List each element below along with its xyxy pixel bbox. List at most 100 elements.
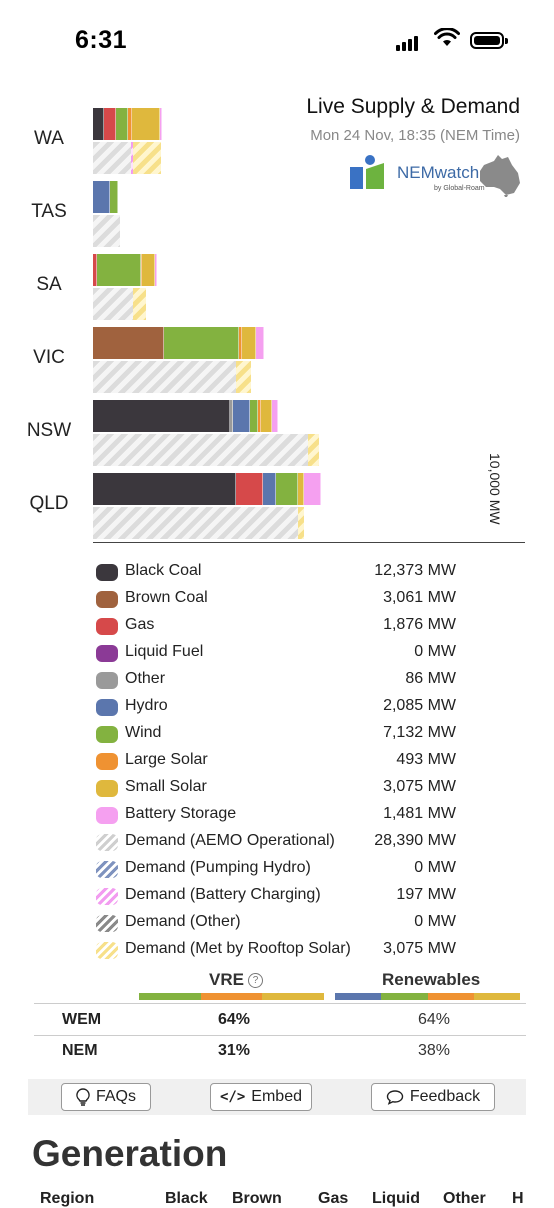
toolbar: FAQs </> Embed Feedback <box>28 1079 526 1115</box>
supply-demand-chart: 10,000 MW WA TAS SA VIC NSW QLD <box>0 95 554 545</box>
supply-segment-small-solar[interactable] <box>298 473 305 505</box>
legend-item-demand-battery-charging[interactable]: Demand (Battery Charging) 197 MW <box>96 884 496 911</box>
legend-item-liquid-fuel[interactable]: Liquid Fuel 0 MW <box>96 641 496 668</box>
demand-segment-demand-rooftop[interactable] <box>298 507 305 539</box>
legend-item-demand-pumping-hydro[interactable]: Demand (Pumping Hydro) 0 MW <box>96 857 496 884</box>
supply-segment-black-coal[interactable] <box>93 473 236 505</box>
faqs-button[interactable]: FAQs <box>61 1083 151 1111</box>
supply-segment-battery[interactable] <box>256 327 265 359</box>
supply-segment-brown-coal[interactable] <box>93 327 165 359</box>
legend-label: Brown Coal <box>125 589 208 606</box>
supply-segment-gas[interactable] <box>235 473 264 505</box>
legend-value: 28,390 MW <box>374 832 456 849</box>
supply-segment-wind[interactable] <box>164 327 239 359</box>
supply-segment-small-solar[interactable] <box>131 108 160 140</box>
legend-item-black-coal[interactable]: Black Coal 12,373 MW <box>96 560 496 587</box>
supply-segment-gas[interactable] <box>103 108 116 140</box>
supply-segment-large-solar[interactable] <box>140 254 143 286</box>
demand-bar-wa[interactable] <box>93 142 162 174</box>
supply-segment-hydro[interactable] <box>232 400 250 432</box>
supply-segment-other[interactable] <box>230 400 233 432</box>
supply-segment-wind[interactable] <box>97 254 141 286</box>
demand-bar-vic[interactable] <box>93 361 252 393</box>
legend-label: Demand (AEMO Operational) <box>125 832 335 849</box>
legend-item-demand-other[interactable]: Demand (Other) 0 MW <box>96 911 496 938</box>
demand-segment-demand-operational[interactable] <box>93 288 133 320</box>
demand-bar-tas[interactable] <box>93 215 121 247</box>
wifi-icon <box>434 28 460 46</box>
embed-button[interactable]: </> Embed <box>210 1083 312 1111</box>
demand-segment-demand-rooftop[interactable] <box>133 142 162 174</box>
supply-segment-wind[interactable] <box>276 473 299 505</box>
legend-item-hydro[interactable]: Hydro 2,085 MW <box>96 695 496 722</box>
supply-segment-battery[interactable] <box>155 254 157 286</box>
demand-segment-demand-operational[interactable] <box>93 507 299 539</box>
legend-item-brown-coal[interactable]: Brown Coal 3,061 MW <box>96 587 496 614</box>
demand-segment-demand-rooftop[interactable] <box>236 361 252 393</box>
supply-bar-qld[interactable] <box>93 473 322 505</box>
legend-item-battery-storage[interactable]: Battery Storage 1,481 MW <box>96 803 496 830</box>
demand-segment-demand-operational[interactable] <box>93 434 308 466</box>
legend-label: Black Coal <box>125 562 202 579</box>
gen-col-region[interactable]: Region <box>40 1190 95 1207</box>
supply-segment-wind[interactable] <box>110 181 119 213</box>
supply-segment-black-coal[interactable] <box>93 108 104 140</box>
nemwatch-logo[interactable]: NEMwatch by Global-Roam <box>350 155 520 201</box>
gen-col-other[interactable]: Other <box>443 1190 486 1207</box>
supply-bar-tas[interactable] <box>93 181 119 213</box>
supply-bar-nsw[interactable] <box>93 400 278 432</box>
supply-bar-wa[interactable] <box>93 108 163 140</box>
supply-segment-hydro[interactable] <box>263 473 277 505</box>
vre-header[interactable]: VRE? <box>209 970 263 990</box>
legend-swatch <box>96 726 118 743</box>
demand-bar-nsw[interactable] <box>93 434 319 466</box>
supply-bar-sa[interactable] <box>93 254 157 286</box>
legend-item-small-solar[interactable]: Small Solar 3,075 MW <box>96 776 496 803</box>
legend-label: Demand (Other) <box>125 913 241 930</box>
scale-label: 10,000 MW <box>487 453 503 525</box>
demand-segment-demand-operational[interactable] <box>93 361 237 393</box>
demand-segment-demand-battery-charging[interactable] <box>131 142 134 174</box>
feedback-button[interactable]: Feedback <box>371 1083 495 1111</box>
supply-segment-wind[interactable] <box>115 108 128 140</box>
gen-col-black[interactable]: Black <box>165 1190 208 1207</box>
supply-segment-small-solar[interactable] <box>261 400 272 432</box>
demand-bar-qld[interactable] <box>93 507 305 539</box>
legend-swatch <box>96 861 118 878</box>
legend-item-demand-rooftop-solar[interactable]: Demand (Met by Rooftop Solar) 3,075 MW <box>96 938 496 965</box>
legend-item-other[interactable]: Other 86 MW <box>96 668 496 695</box>
legend-item-wind[interactable]: Wind 7,132 MW <box>96 722 496 749</box>
supply-segment-black-coal[interactable] <box>93 400 231 432</box>
supply-segment-battery[interactable] <box>304 473 322 505</box>
gen-col-gas[interactable]: Gas <box>318 1190 349 1207</box>
demand-segment-demand-operational[interactable] <box>93 142 132 174</box>
supply-segment-small-solar[interactable] <box>241 327 257 359</box>
supply-segment-large-solar[interactable] <box>258 400 261 432</box>
gen-col-hydro[interactable]: H <box>512 1190 524 1207</box>
demand-segment-demand-rooftop[interactable] <box>132 288 146 320</box>
supply-segment-gas[interactable] <box>93 254 98 286</box>
status-time: 6:31 <box>75 26 128 54</box>
legend-label: Small Solar <box>125 778 207 795</box>
supply-segment-battery[interactable] <box>271 400 278 432</box>
legend-label: Large Solar <box>125 751 208 768</box>
info-icon[interactable]: ? <box>247 973 263 988</box>
supply-segment-battery[interactable] <box>159 108 163 140</box>
supply-segment-small-solar[interactable] <box>142 254 156 286</box>
legend-value: 3,075 MW <box>383 778 456 795</box>
demand-segment-demand-operational[interactable] <box>93 215 121 247</box>
supply-segment-wind[interactable] <box>249 400 259 432</box>
supply-bar-vic[interactable] <box>93 327 265 359</box>
demand-segment-demand-rooftop[interactable] <box>307 434 319 466</box>
demand-bar-sa[interactable] <box>93 288 146 320</box>
supply-segment-hydro[interactable] <box>93 181 111 213</box>
supply-segment-large-solar[interactable] <box>127 108 132 140</box>
supply-segment-large-solar[interactable] <box>239 327 242 359</box>
legend-item-gas[interactable]: Gas 1,876 MW <box>96 614 496 641</box>
legend-swatch <box>96 807 118 824</box>
legend-item-demand-operational[interactable]: Demand (AEMO Operational) 28,390 MW <box>96 830 496 857</box>
legend-item-large-solar[interactable]: Large Solar 493 MW <box>96 749 496 776</box>
gen-col-liquid[interactable]: Liquid <box>372 1190 420 1207</box>
gen-col-brown[interactable]: Brown <box>232 1190 282 1207</box>
renewables-header: Renewables <box>382 970 481 989</box>
